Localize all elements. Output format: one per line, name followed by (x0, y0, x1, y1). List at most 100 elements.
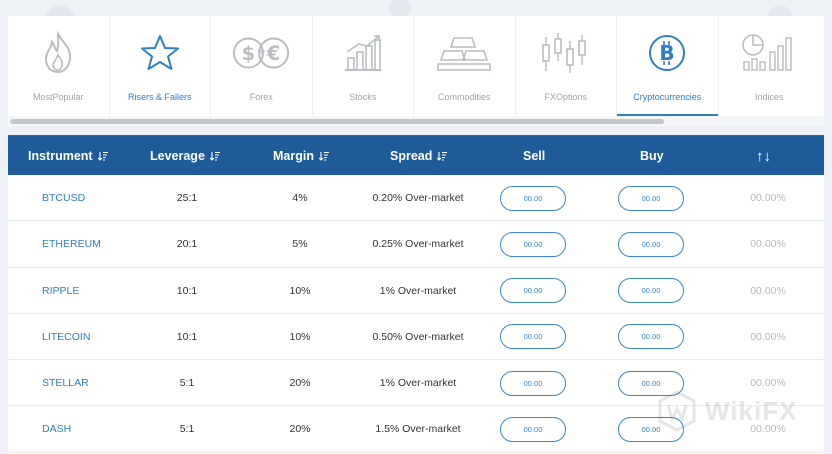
category-tabs: MostPopular Risers & Fallers $ € Forex St… (8, 16, 824, 116)
buy-button[interactable]: 00.00 (618, 231, 684, 257)
sell-button[interactable]: 00.00 (500, 416, 566, 442)
buy-cell: 00.00 (615, 314, 687, 360)
header-label: Instrument (28, 149, 93, 163)
margin-value: 4% (292, 192, 308, 204)
change-value: 00.00% (750, 238, 786, 251)
margin-value: 20% (289, 377, 311, 390)
header-label: Margin (273, 149, 314, 163)
instrument-link[interactable]: DASH (42, 423, 72, 436)
header-label: Buy (640, 149, 664, 163)
sell-button[interactable]: 00.00 (500, 324, 566, 350)
sell-cell: 00.00 (498, 175, 568, 221)
sell-cell: 00.00 (498, 314, 568, 360)
leverage-value: 5:1 (179, 377, 195, 390)
table-body: BTCUSD 25:1 4% 0.20% Over-market 00.00 0… (8, 175, 824, 453)
candlestick-icon (536, 28, 596, 78)
change-value: 00.00% (750, 330, 786, 343)
change-value: 00.00% (750, 377, 786, 390)
sort-icon (97, 151, 108, 161)
tab-forex[interactable]: $ € Forex (211, 16, 313, 116)
header-margin[interactable]: Margin (273, 136, 329, 176)
spread-value: 0.20% Over-market (372, 192, 464, 204)
svg-text:B: B (660, 41, 675, 65)
sell-button[interactable]: 00.00 (500, 370, 566, 396)
buy-cell: 00.00 (615, 406, 687, 452)
change-value: 00.00% (750, 423, 786, 436)
margin-value: 5% (292, 238, 308, 251)
table-row: ETHEREUM 20:1 5% 0.25% Over-market 00.00… (8, 221, 824, 268)
instrument-link[interactable]: RIPPLE (42, 284, 80, 297)
sort-icon (209, 151, 220, 161)
flame-icon (28, 28, 88, 78)
buy-button[interactable]: 00.00 (618, 185, 684, 211)
buy-cell: 00.00 (615, 175, 687, 221)
tab-label: Indices (754, 92, 784, 102)
sort-icon (318, 151, 329, 161)
tab-label: Cryptocurrencies (633, 92, 702, 102)
buy-button[interactable]: 00.00 (618, 416, 684, 442)
tab-stocks[interactable]: Stocks (313, 16, 414, 116)
currency-exchange-icon: $ € (231, 28, 291, 78)
sell-button[interactable]: 00.00 (500, 185, 566, 211)
tab-indices[interactable]: Indices (719, 16, 821, 116)
header-label: Sell (523, 149, 546, 163)
spread-value: 0.50% Over-market (372, 330, 464, 343)
buy-cell: 00.00 (615, 221, 687, 267)
tab-fxoptions[interactable]: FXOptions (516, 16, 617, 116)
header-buy: Buy (640, 136, 664, 176)
sort-arrows-icon: ↑↓ (756, 147, 771, 165)
change-value: 00.00% (750, 192, 786, 204)
spread-value: 1% Over-market (379, 377, 457, 390)
spread-value: 1% Over-market (379, 284, 457, 297)
bar-chart-icon (333, 28, 393, 78)
sell-cell: 00.00 (498, 360, 568, 406)
spread-value: 0.25% Over-market (372, 238, 464, 251)
sort-icon (437, 151, 448, 161)
instrument-link[interactable]: ETHEREUM (42, 238, 101, 251)
sell-cell: 00.00 (498, 268, 568, 314)
sell-button[interactable]: 00.00 (500, 278, 566, 304)
tab-most-popular[interactable]: MostPopular (8, 16, 110, 116)
tab-label: Commodities (437, 92, 491, 102)
header-change-sort[interactable]: ↑↓ (756, 136, 771, 176)
table-row: DASH 5:1 20% 1.5% Over-market 00.00 00.0… (8, 406, 824, 453)
margin-value: 20% (289, 423, 311, 436)
tab-label: Forex (249, 92, 273, 102)
tab-label: Risers & Fallers (127, 92, 192, 102)
tabs-scrollbar[interactable] (8, 116, 824, 126)
margin-value: 10% (289, 284, 311, 297)
buy-button[interactable]: 00.00 (618, 278, 684, 304)
svg-text:$: $ (242, 42, 255, 65)
buy-button[interactable]: 00.00 (618, 370, 684, 396)
tab-risers-fallers[interactable]: Risers & Fallers (110, 16, 211, 116)
scrollbar-thumb[interactable] (10, 119, 664, 124)
tab-label: MostPopular (32, 92, 84, 102)
tab-cryptocurrencies[interactable]: B Cryptocurrencies (617, 16, 719, 116)
star-icon (130, 28, 190, 78)
change-value: 00.00% (750, 284, 786, 297)
header-spread[interactable]: Spread (390, 136, 448, 176)
leverage-value: 10:1 (176, 284, 198, 297)
leverage-value: 5:1 (179, 423, 195, 436)
instrument-link[interactable]: STELLAR (42, 377, 89, 390)
leverage-value: 10:1 (176, 330, 198, 343)
sell-cell: 00.00 (498, 221, 568, 267)
header-leverage[interactable]: Leverage (150, 136, 220, 176)
instrument-link[interactable]: BTCUSD (42, 192, 86, 204)
instruments-table: Instrument Leverage Margin Spread Sell B… (8, 135, 824, 454)
instrument-link[interactable]: LITECOIN (42, 330, 91, 343)
sell-button[interactable]: 00.00 (500, 231, 566, 257)
sell-cell: 00.00 (498, 406, 568, 452)
table-row: BTCUSD 25:1 4% 0.20% Over-market 00.00 0… (8, 175, 824, 222)
table-row: STELLAR 5:1 20% 1% Over-market 00.00 00.… (8, 360, 824, 407)
table-header: Instrument Leverage Margin Spread Sell B… (8, 135, 824, 175)
header-instrument[interactable]: Instrument (28, 136, 108, 176)
tab-commodities[interactable]: Commodities (414, 16, 516, 116)
tab-label: FXOptions (544, 92, 588, 102)
buy-button[interactable]: 00.00 (618, 324, 684, 350)
table-row: RIPPLE 10:1 10% 1% Over-market 00.00 00.… (8, 268, 824, 314)
header-sell: Sell (523, 136, 545, 176)
spread-value: 1.5% Over-market (375, 423, 461, 436)
bitcoin-icon: B (637, 28, 697, 78)
tab-label: Stocks (349, 92, 377, 102)
